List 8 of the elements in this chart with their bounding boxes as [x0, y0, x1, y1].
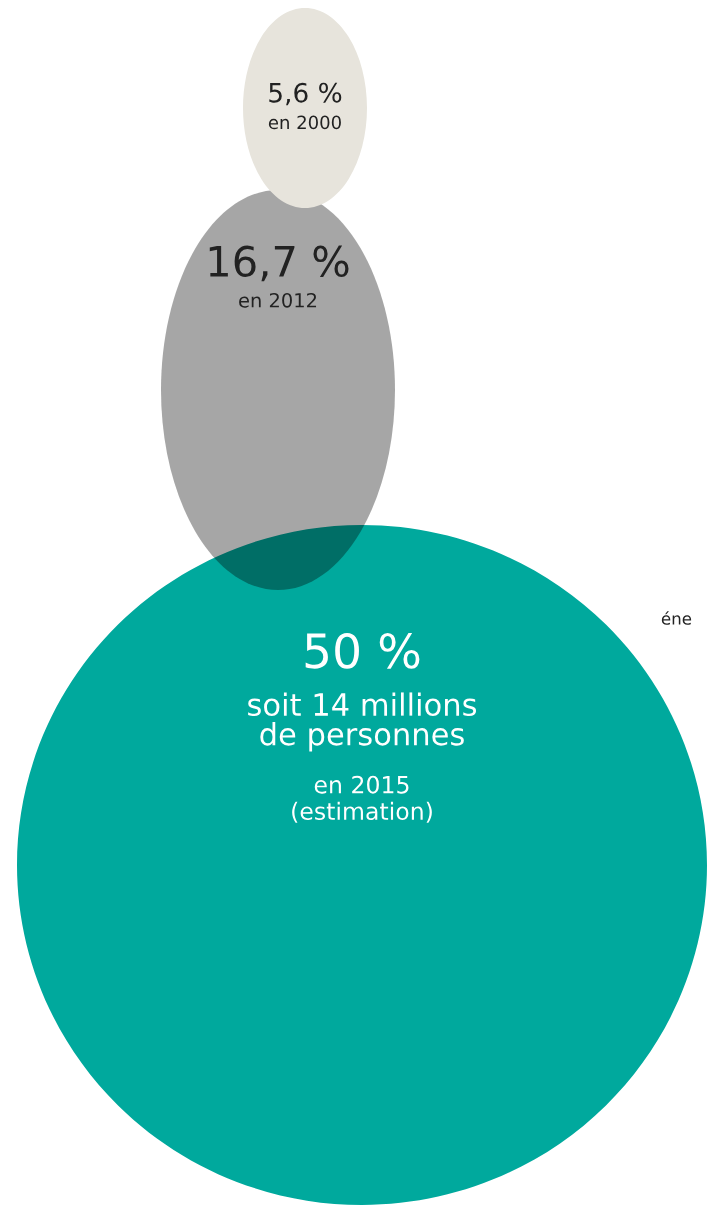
- data-label: 16,7 %: [209, 245, 349, 282]
- category-label: en 2012: [239, 292, 317, 308]
- data-label: 50 %: [305, 632, 420, 669]
- category-label: en 2015 (estimation): [292, 775, 432, 823]
- data-label: 5,6 %: [269, 82, 342, 106]
- text: soit 14 millions de personnes: [248, 692, 477, 752]
- text: éne: [661, 611, 692, 625]
- category-label: en 2000: [268, 115, 341, 130]
